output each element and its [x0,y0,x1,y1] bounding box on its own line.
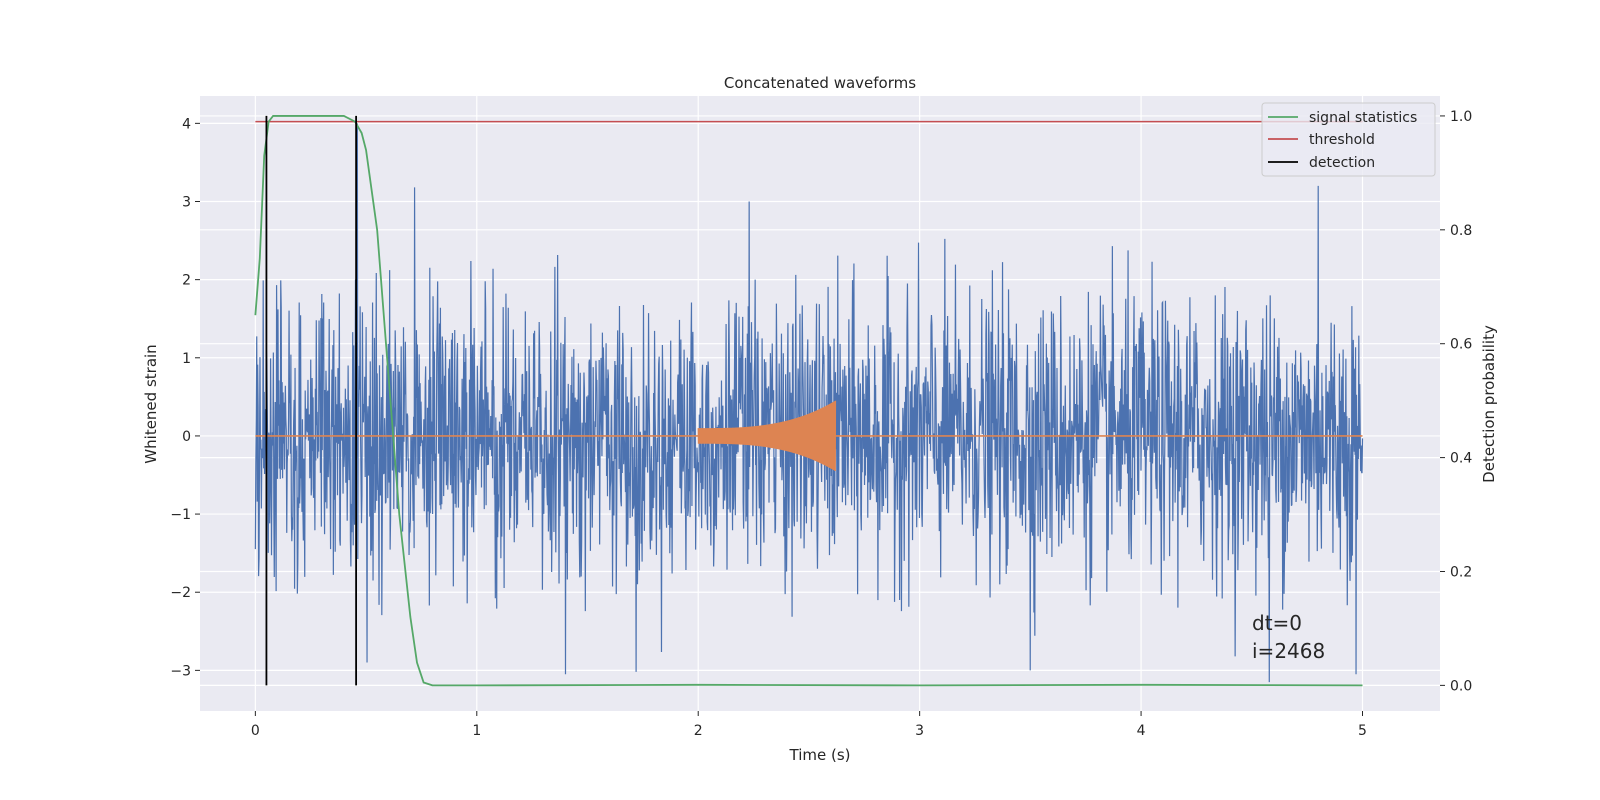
x-axis-label: Time (s) [789,746,851,764]
y-tick-label: 1 [182,351,191,367]
injected-chirp [697,400,837,471]
signal-statistics-line [254,115,1363,687]
x-tick-label: 4 [1137,723,1146,739]
legend-label-detection: detection [1309,155,1375,171]
y-tick-label: −2 [170,585,191,601]
injected-waveform-layer [255,400,1363,471]
y-tick-label: −3 [170,663,191,679]
y-tick-label: 2 [182,273,191,289]
y2-tick-label: 1.0 [1450,109,1472,125]
legend-box [1261,102,1436,177]
y-axis-ticks: −3 −2 −1 0 1 2 3 4 [170,116,200,679]
x-tick-label: 1 [472,723,481,739]
y2-tick-label: 0.6 [1450,337,1472,353]
strain-series-layer [254,123,1364,683]
annotation-text: dt=0 i=2468 [1252,611,1325,663]
annotation-index: i=2468 [1252,639,1325,663]
strain-series-line [254,123,1364,683]
y-tick-label: 0 [182,429,191,445]
y2-tick-label: 0.0 [1450,678,1472,694]
legend-label-threshold: threshold [1309,132,1375,148]
y-tick-label: 3 [182,194,191,210]
legend: signal statistics threshold detection [1261,102,1436,177]
y-axis-label: Whitened strain [142,344,160,463]
y2-axis-label: Detection probability [1480,325,1498,483]
y2-tick-label: 0.4 [1450,451,1472,467]
y2-tick-label: 0.2 [1450,564,1472,580]
y2-axis-ticks: 0.0 0.2 0.4 0.6 0.8 1.0 [1440,109,1472,694]
probability-series-layer [254,115,1363,687]
y-tick-label: −1 [170,507,191,523]
x-axis-ticks: 0 1 2 3 4 5 [251,711,1367,739]
y2-tick-label: 0.8 [1450,223,1472,239]
x-tick-label: 5 [1358,723,1367,739]
y-tick-label: 4 [182,116,191,132]
x-tick-label: 3 [915,723,924,739]
legend-label-signal-statistics: signal statistics [1309,110,1417,126]
x-tick-label: 0 [251,723,260,739]
x-tick-label: 2 [694,723,703,739]
chart-title: Concatenated waveforms [724,74,916,92]
annotation-dt: dt=0 [1252,611,1302,635]
